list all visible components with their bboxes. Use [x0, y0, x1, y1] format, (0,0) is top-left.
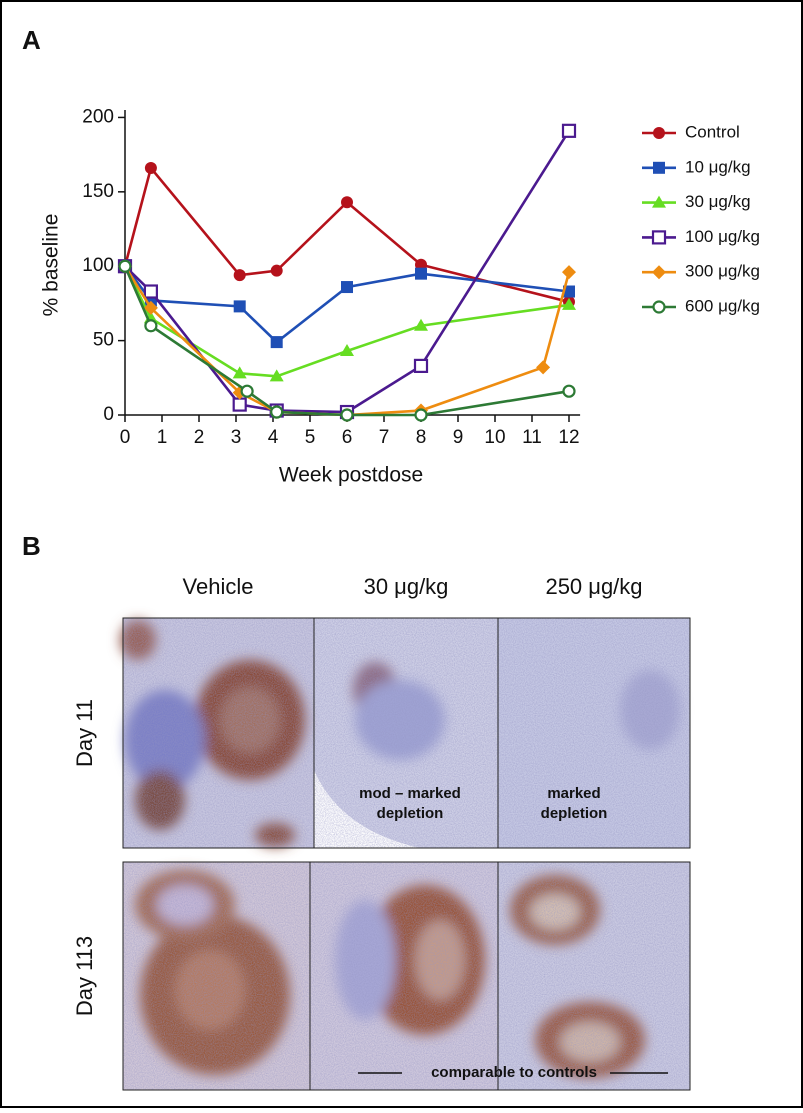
y-tick-label: 100	[82, 255, 114, 276]
histology-images	[120, 617, 691, 1091]
legend-marker	[652, 300, 666, 314]
marker	[563, 285, 575, 298]
series-line	[124, 130, 571, 414]
x-tick-label: 12	[558, 427, 579, 448]
y-tick-label: 0	[103, 404, 114, 425]
marker	[233, 300, 246, 313]
x-tick-label: 5	[305, 427, 316, 448]
texture	[123, 862, 690, 1090]
row-label: Day 11	[72, 699, 97, 767]
marker	[270, 264, 283, 277]
legend-label: 600 μg/kg	[685, 296, 760, 315]
image-border	[122, 861, 691, 1091]
marker	[232, 366, 247, 379]
legend-label: 300 μg/kg	[685, 262, 760, 281]
x-tick-label: 4	[268, 427, 279, 448]
annotation: depletion	[541, 805, 608, 822]
series-line	[123, 265, 570, 344]
annotation: comparable to controls	[431, 1064, 597, 1081]
image-border	[122, 617, 691, 849]
marker	[562, 384, 576, 398]
x-tick-label: 0	[120, 427, 131, 448]
marker	[341, 196, 353, 209]
legend-marker	[652, 195, 666, 208]
x-tick-label: 8	[416, 427, 427, 448]
y-tick-label: 150	[82, 181, 114, 202]
marker	[340, 344, 354, 357]
marker	[233, 269, 246, 282]
x-tick-label: 6	[342, 427, 353, 448]
x-tick-label: 10	[484, 427, 505, 448]
x-tick-label: 2	[194, 427, 205, 448]
marker	[414, 318, 428, 331]
legend-marker	[653, 127, 665, 139]
legend-label: 30 μg/kg	[685, 192, 751, 211]
panel-label: B	[22, 531, 41, 561]
x-tick-label: 9	[453, 427, 464, 448]
marker	[414, 408, 428, 422]
marker	[562, 297, 576, 310]
marker	[118, 259, 132, 273]
marker	[240, 384, 254, 398]
marker	[144, 162, 157, 175]
y-axis-label: % baseline	[40, 214, 63, 317]
legend-marker	[651, 230, 667, 245]
marker	[413, 358, 429, 374]
panel-label: A	[22, 25, 41, 55]
column-header: Vehicle	[183, 574, 254, 599]
annotation: depletion	[377, 805, 444, 822]
marker	[340, 408, 354, 422]
row-label: Day 113	[72, 936, 97, 1016]
column-header: 30 μg/kg	[364, 574, 449, 599]
marker	[232, 397, 247, 412]
x-tick-label: 7	[379, 427, 390, 448]
marker	[143, 284, 158, 299]
x-tick-label: 1	[157, 427, 168, 448]
texture	[123, 618, 690, 848]
annotation: marked	[547, 785, 600, 802]
marker	[341, 281, 353, 294]
column-header: 250 μg/kg	[545, 574, 642, 599]
annotation: mod – marked	[359, 785, 461, 802]
y-tick-label: 50	[93, 330, 114, 351]
marker	[270, 405, 284, 419]
legend-label: 100 μg/kg	[685, 227, 760, 246]
marker	[270, 336, 283, 349]
legend-marker	[652, 265, 666, 280]
x-tick-label: 11	[522, 427, 542, 448]
legend-label: 10 μg/kg	[685, 157, 751, 176]
marker	[144, 319, 158, 333]
x-axis-label: Week postdose	[279, 464, 423, 487]
legend-marker	[653, 161, 665, 174]
marker	[562, 265, 576, 280]
marker	[415, 267, 427, 280]
marker	[536, 360, 551, 375]
marker	[561, 123, 577, 138]
marker	[269, 369, 284, 382]
legend-label: Control	[685, 122, 740, 141]
x-tick-label: 3	[231, 427, 242, 448]
y-tick-label: 200	[82, 106, 114, 127]
marker	[143, 300, 158, 315]
